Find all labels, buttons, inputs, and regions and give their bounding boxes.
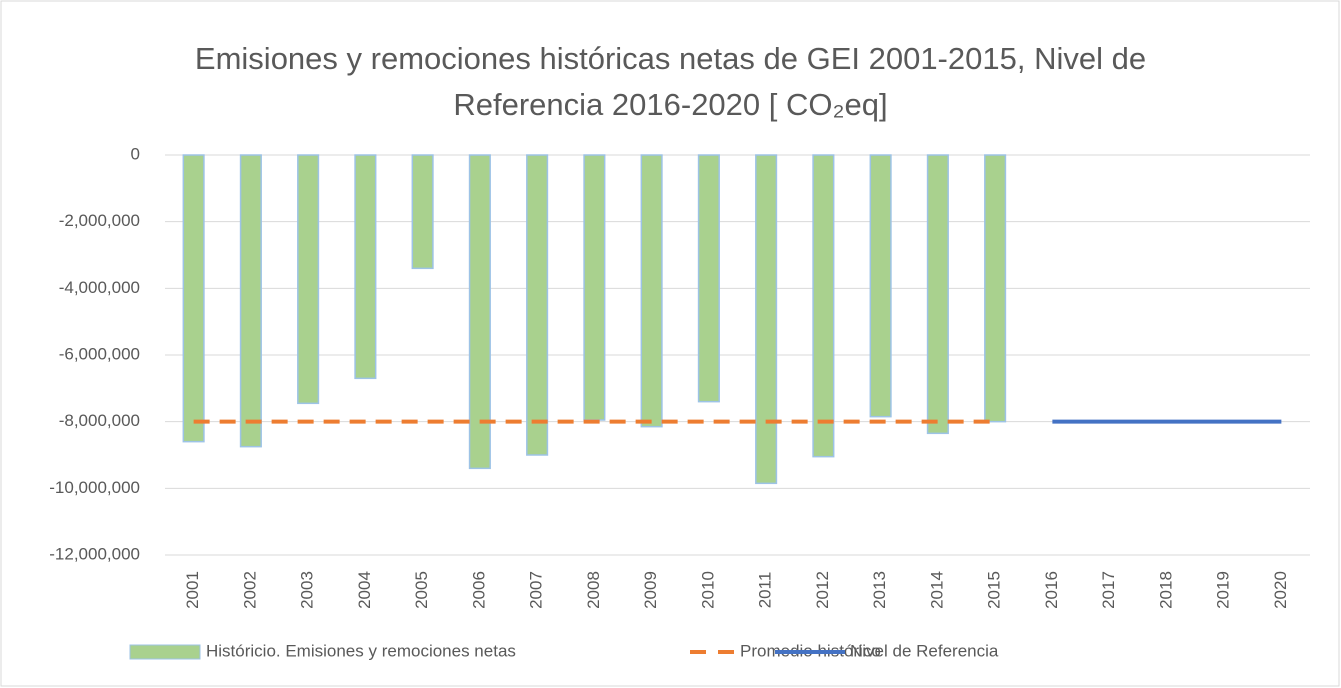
bar <box>239 154 262 448</box>
y-tick-label: -2,000,000 <box>59 211 140 230</box>
bar <box>755 154 778 485</box>
y-tick-label: -12,000,000 <box>49 544 140 563</box>
legend-label: Nivel de Referencia <box>850 641 999 660</box>
y-tick-label: 0 <box>131 144 140 163</box>
x-tick-label: 2018 <box>1156 571 1175 609</box>
x-tick-label: 2004 <box>355 571 374 609</box>
bar <box>182 154 205 443</box>
x-tick-label: 2002 <box>240 571 259 609</box>
legend-label: Históricio. Emisiones y remociones netas <box>206 641 516 660</box>
bar <box>812 154 835 458</box>
x-tick-label: 2009 <box>641 571 660 609</box>
bar <box>869 154 892 418</box>
x-tick-label: 2001 <box>183 571 202 609</box>
bar <box>354 154 377 380</box>
bar <box>640 154 663 428</box>
x-tick-label: 2017 <box>1099 571 1118 609</box>
bar <box>297 154 320 405</box>
x-tick-label: 2016 <box>1042 571 1061 609</box>
x-tick-label: 2003 <box>298 571 317 609</box>
x-tick-label: 2012 <box>813 571 832 609</box>
bar <box>697 154 720 403</box>
bar <box>926 154 949 435</box>
y-tick-label: -4,000,000 <box>59 278 140 297</box>
bar <box>984 154 1007 423</box>
x-tick-label: 2007 <box>527 571 546 609</box>
x-tick-label: 2010 <box>698 571 717 609</box>
x-tick-label: 2006 <box>469 571 488 609</box>
bar <box>411 154 434 270</box>
x-tick-label: 2015 <box>985 571 1004 609</box>
bar <box>468 154 491 470</box>
x-tick-label: 2019 <box>1214 571 1233 609</box>
legend-swatch <box>129 644 201 660</box>
bar <box>583 154 606 421</box>
x-tick-label: 2005 <box>412 571 431 609</box>
y-tick-label: -8,000,000 <box>59 411 140 430</box>
x-tick-label: 2013 <box>870 571 889 609</box>
bar <box>526 154 549 456</box>
x-tick-label: 2014 <box>927 571 946 609</box>
title-wrap: Emisiones y remociones históricas netas … <box>0 36 1341 128</box>
x-tick-label: 2020 <box>1271 571 1290 609</box>
y-tick-label: -6,000,000 <box>59 344 140 363</box>
y-tick-label: -10,000,000 <box>49 478 140 497</box>
x-tick-label: 2008 <box>584 571 603 609</box>
x-tick-label: 2011 <box>756 572 775 609</box>
chart-title: Emisiones y remociones históricas netas … <box>194 41 1147 122</box>
